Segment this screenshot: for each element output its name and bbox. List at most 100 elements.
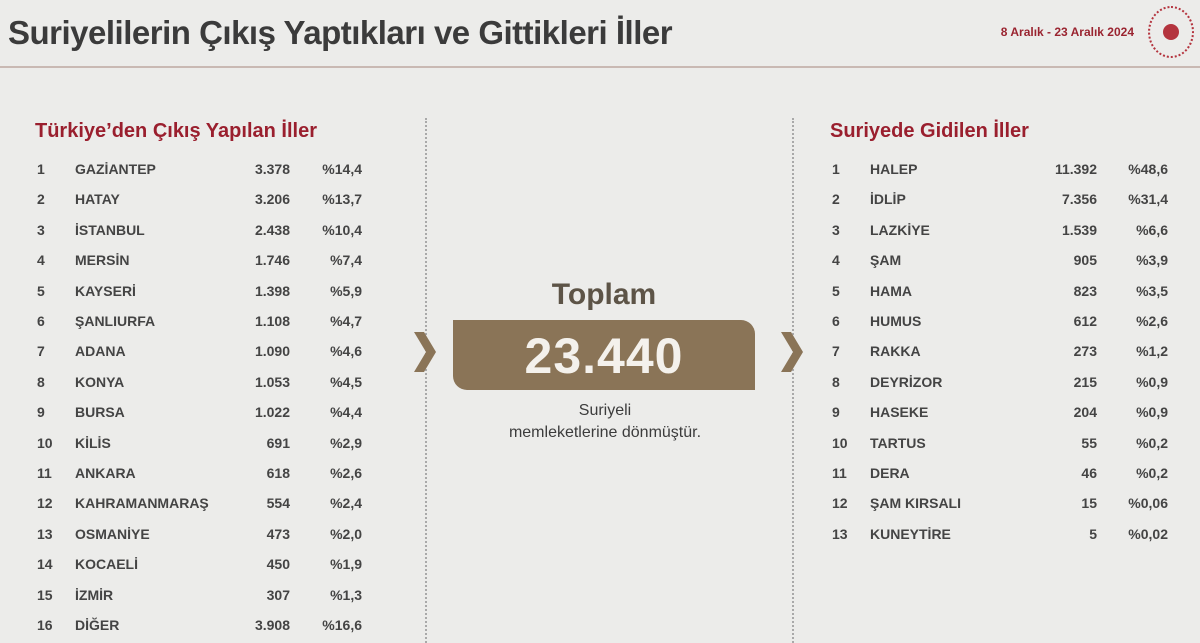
row-count: 55 (1081, 434, 1097, 451)
total-caption: Suriyeli memleketlerine dönmüştür. (440, 400, 770, 444)
row-rank: 13 (37, 525, 53, 542)
total-label: Toplam (551, 278, 657, 311)
row-percent: %1,2 (1136, 343, 1168, 360)
row-percent: %3,9 (1136, 252, 1168, 269)
row-percent: %48,6 (1128, 161, 1168, 177)
row-count: 618 (266, 465, 290, 481)
row-rank: 11 (37, 465, 52, 481)
table-row: 13 OSMANİYE 473 %2,0 (0, 526, 1200, 548)
row-percent: %13,7 (322, 191, 362, 208)
row-percent: %4,7 (330, 313, 362, 329)
row-name: BURSA (75, 404, 125, 421)
row-rank: 1 (37, 161, 45, 177)
row-count: 1.053 (254, 373, 290, 390)
header: Suriyelilerin Çıkış Yaptıkları ve Gittik… (0, 0, 1200, 68)
row-rank: 12 (37, 495, 53, 512)
row-count: 2.438 (254, 221, 290, 238)
table-row: 9 BURSA 1.022 %4,4 (0, 404, 1200, 426)
row-count: 273 (1073, 343, 1097, 360)
row-name: HAMA (870, 282, 912, 299)
table-row: 16 DİĞER 3.908 %16,6 (0, 617, 1200, 639)
row-count: 554 (266, 495, 290, 512)
right-table-title: Suriyede Gidilen İller (830, 120, 1029, 142)
row-count: 5 (1089, 525, 1097, 542)
table-row: 13 KUNEYTİRE 5 %0,02 (0, 526, 1200, 548)
row-percent: %0,9 (1136, 404, 1168, 421)
table-row: 6 HUMUS 612 %2,6 (0, 313, 1200, 335)
page-title: Suriyelilerin Çıkış Yaptıkları ve Gittik… (8, 14, 673, 51)
table-row: 2 HATAY 3.206 %13,7 (0, 191, 1200, 213)
row-name: KİLİS (75, 434, 111, 451)
row-percent: %0,2 (1136, 465, 1168, 481)
row-name: DERA (870, 465, 910, 481)
row-name: LAZKİYE (870, 221, 930, 238)
row-rank: 3 (37, 221, 45, 238)
table-row: 1 GAZİANTEP 3.378 %14,4 (0, 161, 1200, 183)
table-row: 8 DEYRİZOR 215 %0,9 (0, 374, 1200, 396)
row-rank: 2 (37, 191, 45, 208)
table-row: 4 MERSİN 1.746 %7,4 (0, 252, 1200, 274)
table-row: 10 KİLİS 691 %2,9 (0, 435, 1200, 457)
row-percent: %0,06 (1128, 495, 1168, 512)
row-rank: 7 (37, 343, 45, 360)
row-percent: %7,4 (330, 252, 362, 269)
row-name: HALEP (870, 161, 918, 177)
date-range: 8 Aralık - 23 Aralık 2024 (1000, 25, 1134, 39)
table-row: 14 KOCAELİ 450 %1,9 (0, 556, 1200, 578)
row-name: İSTANBUL (75, 221, 145, 238)
row-count: 823 (1073, 282, 1097, 299)
row-count: 7.356 (1061, 191, 1097, 208)
row-rank: 7 (832, 343, 840, 360)
row-percent: %1,9 (330, 556, 362, 573)
row-rank: 13 (832, 525, 848, 542)
row-name: OSMANİYE (75, 525, 150, 542)
row-name: DEYRİZOR (870, 373, 943, 390)
table-row: 9 HASEKE 204 %0,9 (0, 404, 1200, 426)
row-percent: %0,9 (1136, 373, 1168, 390)
caption-line-1: Suriyeli (578, 402, 632, 419)
row-rank: 6 (37, 313, 45, 329)
row-name: ŞAM (870, 252, 902, 269)
table-row: 12 ŞAM KIRSALI 15 %0,06 (0, 495, 1200, 517)
row-percent: %3,5 (1136, 282, 1168, 299)
table-row: 3 LAZKİYE 1.539 %6,6 (0, 222, 1200, 244)
row-count: 46 (1081, 465, 1097, 481)
row-rank: 12 (832, 495, 848, 512)
row-name: İZMİR (75, 586, 114, 603)
table-row: 5 HAMA 823 %3,5 (0, 283, 1200, 305)
table-row: 15 İZMİR 307 %1,3 (0, 587, 1200, 609)
row-percent: %4,4 (330, 404, 362, 421)
row-percent: %10,4 (322, 221, 362, 238)
row-rank: 15 (37, 586, 53, 603)
table-row: 8 KONYA 1.053 %4,5 (0, 374, 1200, 396)
chevron-right-icon (781, 332, 803, 372)
table-row: 11 DERA 46 %0,2 (0, 465, 1200, 487)
row-rank: 16 (37, 617, 53, 633)
row-count: 1.746 (254, 252, 290, 269)
row-percent: %5,9 (330, 282, 362, 299)
row-name: MERSİN (75, 252, 130, 269)
left-table-title: Türkiye’den Çıkış Yapılan İller (35, 120, 317, 142)
row-name: İDLİP (870, 191, 906, 208)
divider-right (792, 118, 794, 643)
table-row: 12 KAHRAMANMARAŞ 554 %2,4 (0, 495, 1200, 517)
row-percent: %2,4 (330, 495, 362, 512)
row-rank: 2 (832, 191, 840, 208)
row-count: 691 (266, 434, 290, 451)
row-name: DİĞER (75, 617, 120, 633)
row-rank: 10 (832, 434, 848, 451)
row-percent: %16,6 (322, 617, 362, 633)
row-count: 1.539 (1061, 221, 1097, 238)
row-count: 473 (266, 525, 290, 542)
row-name: KOCAELİ (75, 556, 138, 573)
row-count: 1.022 (254, 404, 290, 421)
row-rank: 8 (37, 373, 45, 390)
caption-line-2: memleketlerine dönmüştür. (508, 424, 702, 441)
table-row: 7 ADANA 1.090 %4,6 (0, 343, 1200, 365)
divider-left (425, 118, 427, 643)
row-name: KONYA (75, 373, 125, 390)
row-name: KAHRAMANMARAŞ (75, 495, 209, 512)
row-rank: 3 (832, 221, 840, 238)
row-count: 3.908 (254, 617, 290, 633)
row-rank: 8 (832, 373, 840, 390)
